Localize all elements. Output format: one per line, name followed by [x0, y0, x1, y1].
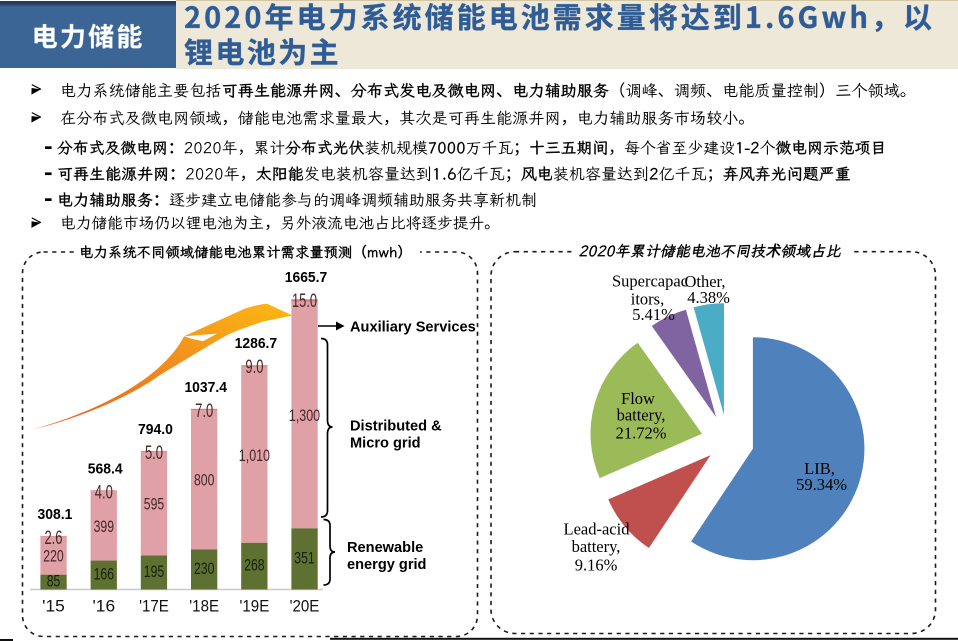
- svg-text:itors,: itors,: [631, 290, 664, 309]
- svg-text:4.0: 4.0: [95, 482, 113, 503]
- svg-text:'18E: '18E: [189, 598, 219, 616]
- svg-text:battery,: battery,: [572, 537, 621, 556]
- svg-text:'20E: '20E: [290, 598, 320, 616]
- svg-text:800: 800: [194, 471, 214, 490]
- svg-text:Lead-acid: Lead-acid: [564, 520, 631, 539]
- svg-text:351: 351: [294, 548, 314, 567]
- svg-text:5.41%: 5.41%: [632, 305, 675, 324]
- svg-text:9.16%: 9.16%: [575, 556, 618, 575]
- svg-text:59.34%: 59.34%: [796, 475, 847, 494]
- svg-text:166: 166: [94, 565, 114, 584]
- svg-text:308.1: 308.1: [38, 507, 73, 523]
- svg-text:'19E: '19E: [240, 598, 270, 616]
- svg-text:Distributed &: Distributed &: [350, 419, 442, 435]
- svg-text:794.0: 794.0: [138, 422, 173, 438]
- svg-text:85: 85: [47, 572, 61, 591]
- svg-text:595: 595: [144, 495, 164, 514]
- svg-text:9.0: 9.0: [245, 357, 263, 378]
- svg-text:Auxiliary Services: Auxiliary Services: [350, 320, 476, 336]
- svg-text:1286.7: 1286.7: [235, 336, 278, 352]
- svg-text:568.4: 568.4: [88, 461, 123, 477]
- svg-text:1037.4: 1037.4: [184, 380, 227, 396]
- svg-text:Other,: Other,: [684, 272, 725, 291]
- svg-text:1,010: 1,010: [239, 446, 270, 465]
- svg-text:5.0: 5.0: [145, 443, 163, 464]
- svg-text:4.38%: 4.38%: [687, 288, 730, 307]
- svg-text:Supercapac: Supercapac: [612, 272, 688, 291]
- svg-text:268: 268: [244, 556, 264, 575]
- svg-text:'17E: '17E: [139, 598, 169, 616]
- svg-text:Renewable: Renewable: [347, 540, 423, 556]
- svg-text:1,300: 1,300: [289, 406, 320, 425]
- svg-text:energy grid: energy grid: [347, 557, 426, 573]
- svg-text:'16: '16: [93, 598, 116, 616]
- svg-text:21.72%: 21.72%: [616, 424, 667, 443]
- svg-text:'15: '15: [42, 598, 65, 616]
- svg-text:15.0: 15.0: [292, 291, 317, 312]
- svg-text:Flow: Flow: [621, 389, 655, 408]
- svg-text:LIB,: LIB,: [804, 459, 835, 478]
- svg-text:230: 230: [194, 559, 214, 578]
- svg-text:399: 399: [94, 517, 114, 536]
- svg-text:1665.7: 1665.7: [285, 270, 328, 286]
- svg-text:battery,: battery,: [617, 406, 666, 425]
- svg-text:195: 195: [144, 562, 164, 581]
- svg-text:7.0: 7.0: [195, 401, 213, 422]
- svg-text:Micro grid: Micro grid: [350, 436, 421, 452]
- svg-text:220: 220: [43, 547, 63, 566]
- svg-text:2.6: 2.6: [44, 528, 62, 549]
